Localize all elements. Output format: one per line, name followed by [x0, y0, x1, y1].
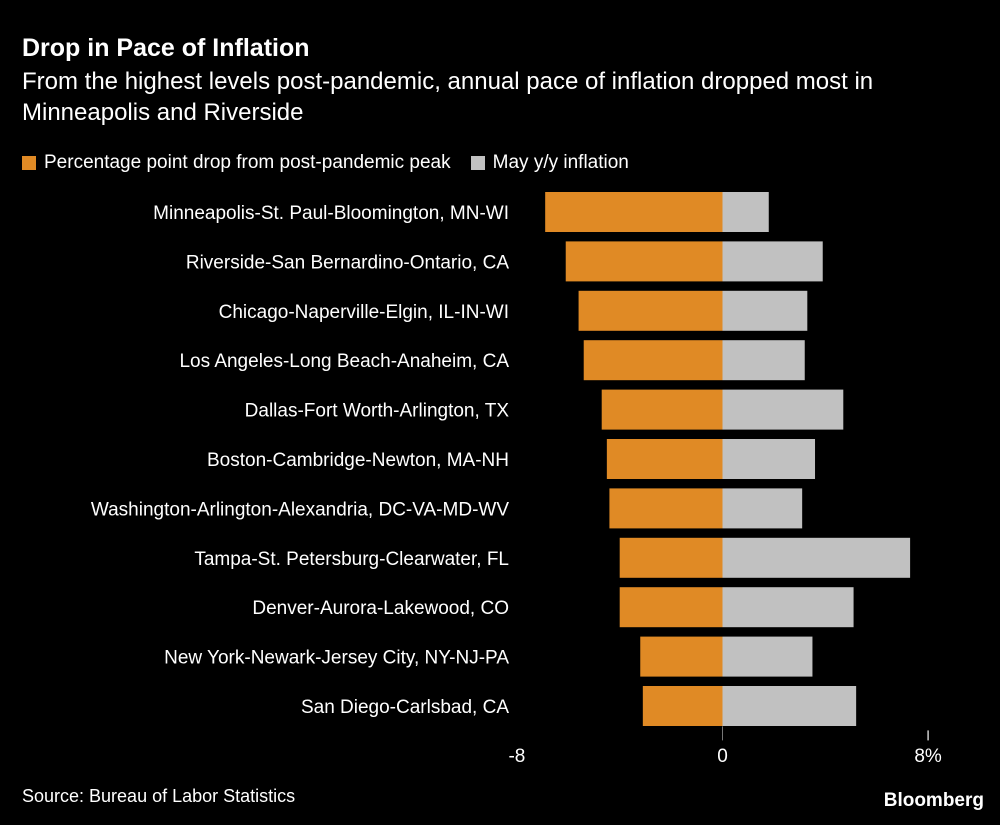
category-label: Tampa-St. Petersburg-Clearwater, FL: [194, 549, 509, 570]
category-label: Dallas-Fort Worth-Arlington, TX: [245, 401, 510, 422]
bloomberg-logo: Bloomberg: [883, 790, 984, 811]
source-note: Source: Bureau of Labor Statistics: [22, 786, 296, 806]
legend-label-inflation: May y/y inflation: [492, 152, 629, 173]
bar-drop: [642, 686, 723, 726]
bar-inflation: [722, 488, 803, 529]
bar-drop: [545, 192, 723, 232]
bar-drop: [578, 290, 723, 331]
category-label: Riverside-San Bernardino-Ontario, CA: [186, 252, 509, 273]
bar-drop: [609, 488, 723, 529]
x-tick-label: -8: [508, 746, 525, 767]
legend-swatch-drop: [22, 156, 36, 170]
bar-inflation: [722, 192, 769, 232]
bar-drop: [619, 537, 723, 578]
bar-inflation: [722, 537, 911, 578]
x-tick-label: 8%: [914, 746, 942, 767]
category-label: Washington-Arlington-Alexandria, DC-VA-M…: [91, 499, 509, 520]
category-label: San Diego-Carlsbad, CA: [301, 697, 509, 718]
bar-inflation: [722, 290, 808, 331]
bar-drop: [619, 587, 723, 628]
bar-inflation: [722, 389, 844, 430]
bar-inflation: [722, 340, 805, 381]
legend-label-drop: Percentage point drop from post-pandemic…: [44, 152, 451, 173]
bar-inflation: [722, 241, 823, 282]
category-label: Boston-Cambridge-Newton, MA-NH: [207, 450, 509, 471]
x-tick-label: 0: [717, 746, 728, 767]
bar-drop: [606, 439, 723, 479]
bar-inflation: [722, 439, 816, 479]
category-label: Minneapolis-St. Paul-Bloomington, MN-WI: [153, 203, 509, 224]
category-label: Denver-Aurora-Lakewood, CO: [252, 598, 509, 619]
category-label: Chicago-Naperville-Elgin, IL-IN-WI: [219, 302, 509, 323]
bar-inflation: [722, 587, 854, 628]
bar-drop: [601, 389, 723, 430]
legend: Percentage point drop from post-pandemic…: [22, 152, 629, 174]
legend-swatch-inflation: [470, 156, 485, 170]
bar-drop: [640, 636, 723, 677]
category-label: Los Angeles-Long Beach-Anaheim, CA: [179, 351, 509, 372]
category-label: New York-Newark-Jersey City, NY-NJ-PA: [164, 648, 509, 669]
bar-drop: [565, 241, 723, 282]
bar-inflation: [722, 686, 857, 726]
chart-subtitle: From the highest levels post-pandemic, a…: [22, 68, 874, 126]
chart-title: Drop in Pace of Inflation: [22, 34, 310, 62]
bar-drop: [583, 340, 723, 381]
bar-inflation: [722, 636, 813, 677]
